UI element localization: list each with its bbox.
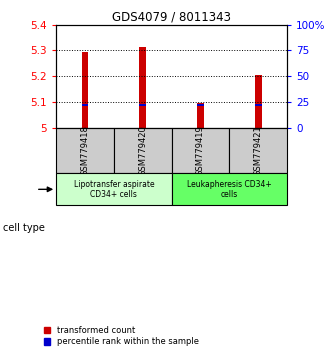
Bar xyxy=(139,47,146,128)
Text: GSM779421: GSM779421 xyxy=(254,125,263,176)
FancyBboxPatch shape xyxy=(172,173,287,205)
Text: GSM779418: GSM779418 xyxy=(81,125,89,176)
Title: GDS4079 / 8011343: GDS4079 / 8011343 xyxy=(112,11,231,24)
FancyBboxPatch shape xyxy=(56,173,172,205)
FancyBboxPatch shape xyxy=(114,128,172,173)
FancyBboxPatch shape xyxy=(56,128,114,173)
FancyBboxPatch shape xyxy=(172,128,229,173)
Text: cell type: cell type xyxy=(3,223,45,233)
Text: GSM779420: GSM779420 xyxy=(138,125,147,176)
Text: GSM779419: GSM779419 xyxy=(196,125,205,176)
Bar xyxy=(139,104,146,106)
Bar xyxy=(197,103,204,128)
Bar xyxy=(82,52,88,128)
Text: Leukapheresis CD34+
cells: Leukapheresis CD34+ cells xyxy=(187,179,272,199)
FancyBboxPatch shape xyxy=(229,128,287,173)
Bar xyxy=(82,104,88,106)
Legend: transformed count, percentile rank within the sample: transformed count, percentile rank withi… xyxy=(44,326,199,346)
Bar xyxy=(255,75,262,128)
Bar xyxy=(255,104,262,106)
Text: Lipotransfer aspirate
CD34+ cells: Lipotransfer aspirate CD34+ cells xyxy=(74,179,154,199)
Bar xyxy=(197,104,204,106)
